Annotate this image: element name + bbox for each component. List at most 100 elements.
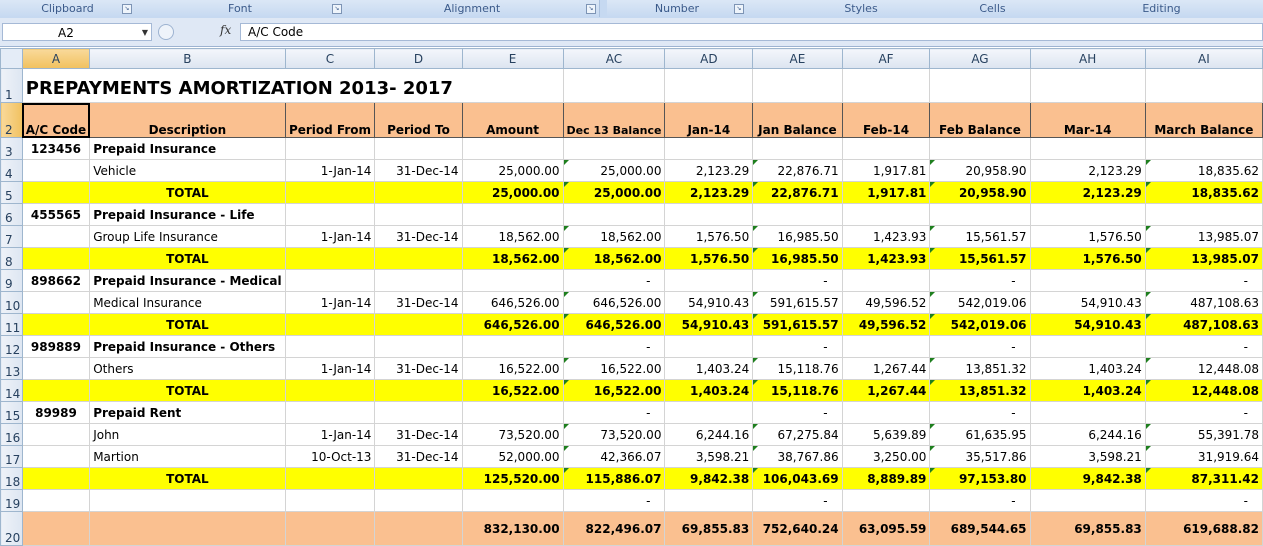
total-amount[interactable]: 97,153.80 (929, 467, 1031, 490)
column-header-ai[interactable]: AI (1144, 48, 1263, 69)
period-from[interactable]: 1-Jan-14 (284, 423, 376, 446)
total-amount[interactable]: 125,520.00 (461, 467, 564, 490)
cell[interactable] (21, 445, 91, 468)
amount-cell[interactable]: 67,275.84 (752, 423, 843, 446)
dialog-launcher-icon[interactable]: ↘ (332, 4, 342, 14)
total-label[interactable]: TOTAL (89, 181, 286, 204)
row-header-7[interactable]: 7 (0, 225, 23, 248)
row-header-5[interactable]: 5 (0, 181, 23, 204)
period-to[interactable]: 31-Dec-14 (374, 225, 463, 248)
cell[interactable] (1144, 137, 1263, 160)
amount-cell[interactable]: 2,123.29 (1029, 159, 1146, 182)
total-amount[interactable]: 1,403.24 (664, 379, 754, 402)
header-cell-feb-14[interactable]: Feb-14 (841, 102, 931, 138)
total-amount[interactable]: 18,562.00 (562, 247, 666, 270)
header-cell-march-balance[interactable]: March Balance (1144, 102, 1263, 138)
total-amount[interactable]: 25,000.00 (461, 181, 564, 204)
cell[interactable]: - (1144, 489, 1263, 512)
amount-cell[interactable]: 1,917.81 (841, 159, 931, 182)
amount-cell[interactable]: 13,985.07 (1144, 225, 1263, 248)
section-title[interactable]: Prepaid Insurance - Life (89, 203, 286, 226)
period-to[interactable]: 31-Dec-14 (374, 291, 463, 314)
cell[interactable]: - (1144, 269, 1263, 292)
header-cell-period-from[interactable]: Period From (284, 102, 376, 138)
row-header-4[interactable]: 4 (0, 159, 23, 182)
cell[interactable] (841, 489, 931, 512)
grand-total-amount[interactable]: 822,496.07 (562, 511, 666, 546)
name-box-dropdown-icon[interactable]: ▼ (141, 28, 148, 37)
dialog-launcher-icon[interactable]: ↘ (122, 4, 132, 14)
row-header-10[interactable]: 10 (0, 291, 23, 314)
cell[interactable] (374, 467, 463, 490)
total-amount[interactable]: 54,910.43 (664, 313, 754, 336)
cell[interactable]: - (752, 401, 843, 424)
cell[interactable] (374, 313, 463, 336)
section-title[interactable]: Prepaid Insurance - Medical (89, 269, 286, 292)
amount-cell[interactable]: 49,596.52 (841, 291, 931, 314)
cell[interactable] (461, 269, 564, 292)
dialog-launcher-icon[interactable]: ↘ (734, 4, 744, 14)
row-header-14[interactable]: 14 (0, 379, 23, 402)
header-cell-dec-13-balance[interactable]: Dec 13 Balance (562, 102, 666, 138)
column-header-ad[interactable]: AD (664, 48, 754, 69)
item-description[interactable]: Martion (89, 445, 286, 468)
column-header-d[interactable]: D (374, 48, 463, 69)
total-label[interactable]: TOTAL (89, 467, 286, 490)
amount-cell[interactable]: 20,958.90 (929, 159, 1031, 182)
row-header-2[interactable]: 2 (0, 102, 23, 138)
total-amount[interactable]: 9,842.38 (664, 467, 754, 490)
amount-cell[interactable]: 54,910.43 (664, 291, 754, 314)
item-description[interactable]: Others (89, 357, 286, 380)
amount-cell[interactable]: 18,835.62 (1144, 159, 1263, 182)
amount-cell[interactable]: 3,598.21 (664, 445, 754, 468)
total-amount[interactable]: 1,423.93 (841, 247, 931, 270)
total-label[interactable]: TOTAL (89, 379, 286, 402)
total-amount[interactable]: 542,019.06 (929, 313, 1031, 336)
cell[interactable] (1029, 401, 1146, 424)
amount-cell[interactable]: 6,244.16 (1029, 423, 1146, 446)
period-to[interactable]: 31-Dec-14 (374, 357, 463, 380)
cell[interactable]: - (752, 269, 843, 292)
cell[interactable] (374, 335, 463, 358)
cell[interactable] (21, 467, 91, 490)
amount-cell[interactable]: 3,598.21 (1029, 445, 1146, 468)
cell[interactable]: - (562, 401, 666, 424)
cell[interactable] (21, 489, 91, 512)
cell[interactable] (1029, 137, 1146, 160)
cell[interactable] (21, 511, 91, 546)
amount-cell[interactable]: 13,851.32 (929, 357, 1031, 380)
grand-total-amount[interactable]: 69,855.83 (664, 511, 754, 546)
amount-cell[interactable]: 18,562.00 (461, 225, 564, 248)
total-amount[interactable]: 18,562.00 (461, 247, 564, 270)
item-description[interactable]: Medical Insurance (89, 291, 286, 314)
cell[interactable]: - (929, 401, 1031, 424)
cell[interactable] (374, 203, 463, 226)
formula-bar-resize-handle[interactable] (158, 24, 174, 40)
cell[interactable] (664, 68, 754, 103)
amount-cell[interactable]: 1,403.24 (664, 357, 754, 380)
total-amount[interactable]: 54,910.43 (1029, 313, 1146, 336)
period-to[interactable]: 31-Dec-14 (374, 423, 463, 446)
row-header-8[interactable]: 8 (0, 247, 23, 270)
cell[interactable] (284, 467, 376, 490)
row-header-15[interactable]: 15 (0, 401, 23, 424)
amount-cell[interactable]: 15,561.57 (929, 225, 1031, 248)
row-header-20[interactable]: 20 (0, 511, 23, 546)
grand-total-amount[interactable]: 752,640.24 (752, 511, 843, 546)
amount-cell[interactable]: 73,520.00 (461, 423, 564, 446)
amount-cell[interactable]: 25,000.00 (461, 159, 564, 182)
total-label[interactable]: TOTAL (89, 313, 286, 336)
total-amount[interactable]: 15,118.76 (752, 379, 843, 402)
select-all-corner[interactable] (0, 48, 23, 69)
total-amount[interactable]: 15,561.57 (929, 247, 1031, 270)
row-header-3[interactable]: 3 (0, 137, 23, 160)
total-label[interactable]: TOTAL (89, 247, 286, 270)
amount-cell[interactable]: 2,123.29 (664, 159, 754, 182)
amount-cell[interactable]: 52,000.00 (461, 445, 564, 468)
total-amount[interactable]: 1,403.24 (1029, 379, 1146, 402)
amount-cell[interactable]: 5,639.89 (841, 423, 931, 446)
row-header-18[interactable]: 18 (0, 467, 23, 490)
header-cell-description[interactable]: Description (89, 102, 286, 138)
total-amount[interactable]: 646,526.00 (461, 313, 564, 336)
period-from[interactable]: 10-Oct-13 (284, 445, 376, 468)
